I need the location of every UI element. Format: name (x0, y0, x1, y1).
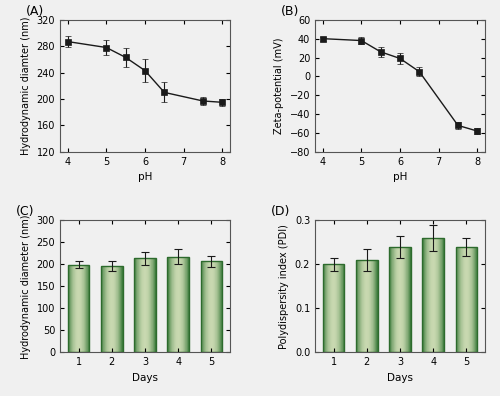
Bar (168, 257, 189, 352)
Bar (456, 247, 477, 352)
X-axis label: pH: pH (138, 172, 152, 182)
Bar (134, 258, 156, 352)
Y-axis label: Hydrodynamic diamter (nm): Hydrodynamic diamter (nm) (21, 17, 31, 155)
Text: (C): (C) (16, 205, 34, 218)
Text: (B): (B) (281, 4, 299, 17)
Bar (322, 265, 344, 352)
Y-axis label: Zeta-potential (mV): Zeta-potential (mV) (274, 38, 284, 134)
Bar (68, 265, 90, 352)
Bar (422, 238, 444, 352)
Bar (101, 266, 122, 352)
Text: (A): (A) (26, 4, 44, 17)
X-axis label: Days: Days (387, 373, 413, 383)
Bar (356, 260, 378, 352)
X-axis label: pH: pH (393, 172, 407, 182)
Bar (200, 261, 222, 352)
Y-axis label: Polydispersity index (PDI): Polydispersity index (PDI) (279, 224, 289, 349)
Y-axis label: Hydrodynamic diameter (nm): Hydrodynamic diameter (nm) (21, 214, 31, 359)
Bar (389, 247, 411, 352)
X-axis label: Days: Days (132, 373, 158, 383)
Text: (D): (D) (271, 205, 290, 218)
